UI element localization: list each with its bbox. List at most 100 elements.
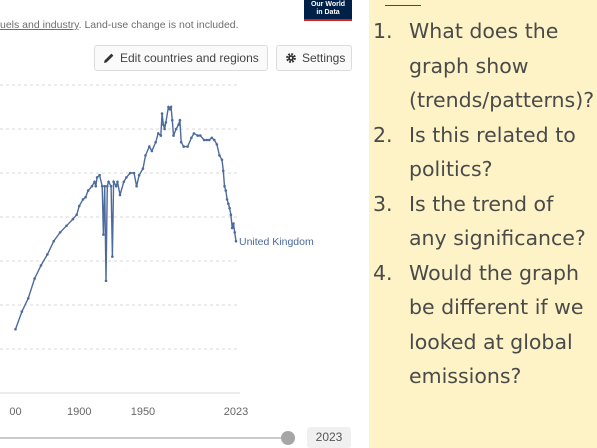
data-point[interactable] [105, 184, 109, 188]
questions-panel: 1. What does the graph show (trends/patte… [369, 0, 597, 448]
data-point[interactable] [215, 143, 219, 146]
data-point[interactable] [118, 193, 122, 197]
data-point[interactable] [232, 222, 235, 225]
data-point[interactable] [150, 149, 154, 153]
data-point[interactable] [199, 134, 202, 137]
data-point[interactable] [230, 226, 234, 230]
data-point[interactable] [104, 279, 108, 283]
data-point[interactable] [164, 121, 168, 124]
data-point[interactable] [210, 136, 214, 140]
data-point[interactable] [228, 206, 231, 210]
data-point[interactable] [178, 118, 182, 122]
data-point[interactable] [58, 231, 62, 234]
data-point[interactable] [177, 123, 180, 126]
data-point[interactable] [156, 132, 160, 135]
data-point[interactable] [132, 171, 136, 175]
data-point[interactable] [109, 184, 113, 188]
data-point[interactable] [179, 140, 183, 144]
data-point[interactable] [225, 198, 229, 201]
gear-icon [285, 52, 297, 64]
timeline-end-year[interactable]: 2023 [307, 427, 351, 448]
data-point[interactable] [112, 180, 115, 184]
data-point[interactable] [94, 184, 98, 188]
data-point[interactable] [159, 134, 163, 137]
data-point[interactable] [52, 239, 56, 243]
data-point[interactable] [114, 184, 118, 188]
data-point[interactable] [213, 138, 216, 142]
x-tick-label: 00 [9, 406, 21, 418]
data-point[interactable] [86, 189, 90, 192]
data-point[interactable] [168, 107, 172, 111]
data-point[interactable] [167, 105, 170, 109]
data-point[interactable] [229, 213, 233, 217]
data-point[interactable] [224, 189, 228, 192]
data-point[interactable] [163, 127, 166, 131]
data-point[interactable] [81, 198, 85, 201]
data-point[interactable] [172, 134, 175, 137]
data-point[interactable] [207, 138, 211, 142]
data-point[interactable] [182, 145, 186, 148]
data-point[interactable] [162, 123, 165, 126]
data-point[interactable] [116, 180, 119, 184]
data-point[interactable] [75, 213, 78, 217]
data-point[interactable] [14, 327, 17, 331]
data-point[interactable] [77, 204, 81, 208]
data-point[interactable] [186, 145, 189, 148]
data-point[interactable] [20, 310, 24, 313]
data-point[interactable] [107, 180, 110, 184]
data-point[interactable] [135, 184, 138, 188]
edit-countries-button[interactable]: Edit countries and regions [94, 45, 268, 71]
data-point[interactable] [227, 202, 230, 206]
chart-subtitle: uels and industry. Land-use change is no… [0, 19, 239, 31]
data-point[interactable] [218, 154, 221, 157]
data-point[interactable] [98, 173, 101, 177]
data-point[interactable] [84, 195, 87, 199]
data-point[interactable] [128, 171, 132, 175]
data-point[interactable] [39, 264, 43, 267]
data-point[interactable] [93, 180, 96, 184]
data-point[interactable] [196, 134, 200, 137]
owid-logo[interactable]: Our World in Data [304, 0, 352, 21]
heading-underline [385, 5, 421, 6]
data-point[interactable] [141, 167, 145, 170]
data-point[interactable] [95, 176, 99, 179]
data-point[interactable] [205, 138, 208, 142]
data-point[interactable] [111, 255, 114, 258]
subtitle-link[interactable]: uels and industry [0, 19, 79, 31]
timeline-slider[interactable] [0, 424, 300, 448]
data-point[interactable] [154, 140, 157, 144]
question-text: Is the trend of any significance? [409, 191, 586, 251]
data-point[interactable] [26, 297, 30, 300]
data-point[interactable] [122, 180, 126, 184]
data-point[interactable] [65, 224, 68, 228]
data-point[interactable] [202, 138, 206, 142]
settings-button[interactable]: Settings [276, 45, 352, 71]
data-point[interactable] [223, 184, 226, 188]
data-point[interactable] [233, 231, 237, 234]
timeline-handle[interactable] [281, 431, 295, 445]
data-point[interactable] [220, 158, 224, 162]
data-point[interactable] [71, 217, 75, 221]
data-point[interactable] [234, 239, 238, 243]
united-kingdom-label[interactable]: United Kingdom [239, 236, 314, 248]
data-point[interactable] [221, 169, 225, 173]
data-point[interactable] [100, 184, 104, 188]
data-point[interactable] [46, 253, 49, 256]
data-point[interactable] [170, 118, 174, 122]
data-point[interactable] [148, 145, 151, 148]
logo-line-2: in Data [316, 9, 340, 16]
data-point[interactable] [160, 112, 164, 115]
x-tick-label: 1900 [67, 406, 91, 418]
question-item: 3. Is the trend of any significance? [373, 187, 597, 256]
data-point[interactable] [144, 154, 147, 157]
data-point[interactable] [190, 136, 193, 140]
data-point[interactable] [125, 176, 128, 179]
data-point[interactable] [169, 105, 173, 109]
data-point[interactable] [33, 277, 36, 280]
data-point[interactable] [90, 184, 94, 188]
data-point[interactable] [137, 173, 141, 177]
data-point[interactable] [174, 127, 178, 131]
data-point[interactable] [103, 184, 107, 188]
data-point[interactable] [102, 233, 105, 236]
data-point[interactable] [192, 132, 196, 135]
